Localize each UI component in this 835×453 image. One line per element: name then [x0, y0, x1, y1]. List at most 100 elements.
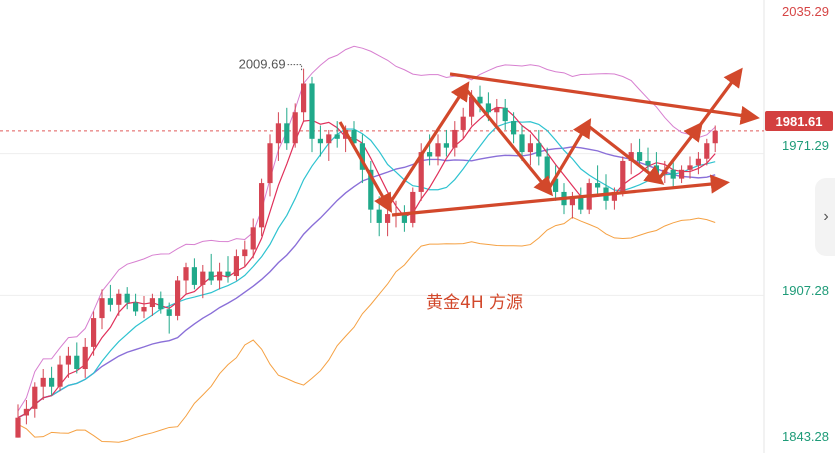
- wave-arrow: [386, 81, 470, 207]
- candle-body: [158, 298, 164, 310]
- candle-body: [292, 112, 298, 144]
- candle-body: [225, 271, 231, 277]
- candle-body: [49, 377, 55, 387]
- candle-body: [191, 267, 197, 285]
- candle-body: [477, 96, 483, 104]
- candle-body: [317, 138, 323, 144]
- candle-body: [359, 143, 365, 170]
- candle-body: [116, 293, 122, 305]
- candle-body: [687, 165, 693, 170]
- wave-arrow: [586, 123, 665, 185]
- y-tick-2: 1971.29: [782, 138, 829, 153]
- candle-body: [183, 267, 189, 281]
- candle-body: [511, 121, 517, 135]
- candle-body: [351, 129, 357, 144]
- candle-body: [250, 227, 256, 250]
- candle-body: [326, 134, 332, 144]
- y-tick-3: 1907.28: [782, 283, 829, 298]
- candle-body: [175, 280, 181, 316]
- candle-body: [385, 214, 391, 223]
- candle-body: [712, 130, 718, 144]
- wave-arrow: [546, 118, 592, 191]
- ma-mid-line: [17, 120, 716, 419]
- candle-body: [494, 107, 500, 113]
- candle-body: [527, 143, 533, 153]
- candle-body: [469, 96, 475, 117]
- high-marker-line: [287, 64, 303, 71]
- candle-body: [578, 196, 584, 210]
- chart-annotation: 黄金4H 方源: [426, 293, 523, 313]
- candle-body: [670, 169, 676, 179]
- candle-body: [427, 152, 433, 157]
- candle-body: [259, 183, 265, 228]
- wave-arrow: [656, 121, 703, 181]
- candle-body: [32, 386, 38, 409]
- candle-body: [452, 129, 458, 148]
- candle-body: [553, 178, 559, 192]
- candle-body: [376, 209, 382, 223]
- candle-body: [485, 103, 491, 113]
- candle-body: [15, 417, 21, 438]
- candle-body: [91, 318, 97, 347]
- candle-body: [166, 309, 172, 316]
- candle-body: [460, 116, 466, 130]
- candle-body: [133, 302, 139, 312]
- high-price-label: 2009.69: [239, 57, 286, 72]
- candle-body: [217, 271, 223, 281]
- candle-body: [65, 355, 71, 365]
- candle-body: [208, 271, 214, 281]
- candle-body: [704, 143, 710, 159]
- candle-body: [418, 152, 424, 192]
- candle-body: [401, 214, 407, 223]
- candle-body: [443, 143, 449, 148]
- chevron-right-icon[interactable]: ›: [815, 178, 835, 256]
- candle-body: [141, 307, 147, 312]
- candle-body: [569, 196, 575, 206]
- candle-body: [536, 143, 542, 157]
- candle-body: [284, 123, 290, 144]
- candle-body: [301, 83, 307, 113]
- candle-body: [519, 134, 525, 153]
- candle-body: [645, 160, 651, 166]
- candle-body: [653, 165, 659, 175]
- candle-body: [544, 156, 550, 179]
- current-price-tag: 1981.61: [765, 111, 833, 131]
- candle-body: [275, 123, 281, 144]
- candle-body: [233, 256, 239, 277]
- candle-body: [124, 293, 130, 303]
- candle-body: [149, 298, 155, 308]
- candle-body: [40, 377, 46, 387]
- wave-arrow: [338, 121, 392, 213]
- candle-body: [679, 169, 685, 179]
- candle-body: [695, 158, 701, 166]
- candle-body: [309, 83, 315, 139]
- candle-body: [200, 271, 206, 285]
- wave-arrow: [463, 86, 554, 197]
- candle-body: [620, 160, 626, 192]
- candle-body: [267, 143, 273, 184]
- candle-body: [628, 152, 634, 161]
- candle-body: [242, 249, 248, 257]
- candle-body: [637, 152, 643, 161]
- candle-body: [502, 107, 508, 122]
- candle-body: [82, 346, 88, 370]
- ma-slow-line: [17, 146, 716, 419]
- y-tick-bottom: 1843.28: [782, 429, 829, 444]
- candle-body: [74, 355, 80, 370]
- candle-body: [368, 169, 374, 210]
- support-trendline: [391, 174, 730, 217]
- candle-body: [107, 298, 113, 305]
- candle-body: [435, 143, 441, 157]
- candle-body: [410, 191, 416, 223]
- resistance-trendline: [449, 72, 760, 125]
- candle-body: [611, 191, 617, 201]
- candle-body: [595, 183, 601, 188]
- bollinger-upper-line: [17, 45, 716, 412]
- candle-body: [23, 408, 29, 416]
- candle-body: [334, 134, 340, 139]
- candle-body: [57, 364, 63, 387]
- candle-body: [99, 298, 105, 319]
- y-tick-top: 2035.29: [782, 4, 829, 19]
- breakout-arrow: [696, 67, 743, 129]
